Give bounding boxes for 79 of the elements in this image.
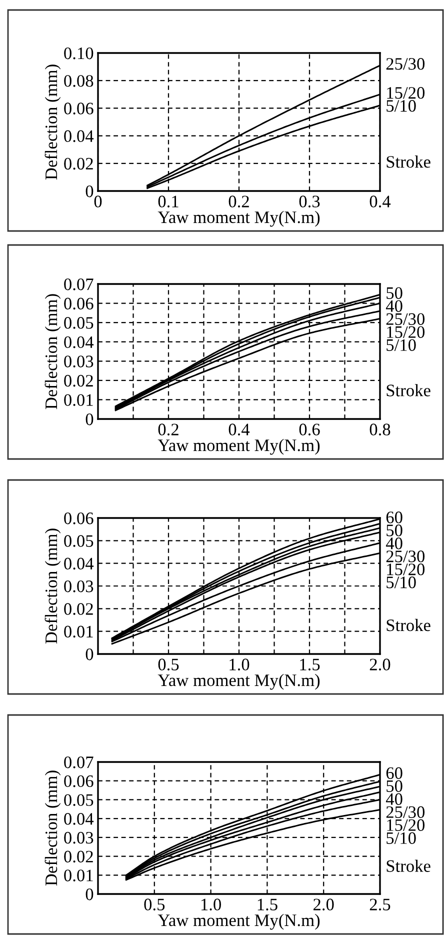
series-label: 40 <box>386 793 402 805</box>
y-tick-label: 0.04 <box>64 558 94 570</box>
y-tick-label: 0.03 <box>64 832 94 844</box>
series-label: 15/20 <box>387 326 425 338</box>
y-axis-title: Deflection (mm) <box>44 528 61 644</box>
x-tick-label: 1.0 <box>201 898 221 910</box>
y-tick-label: 0 <box>86 185 94 198</box>
x-tick-label: 2.0 <box>314 898 334 910</box>
series-label: 5/10 <box>386 576 416 588</box>
y-tick-label: 0.02 <box>64 603 93 615</box>
x-tick-label: 0.4 <box>370 196 391 208</box>
series-label: 50 <box>386 780 402 792</box>
text: Stroke <box>386 618 430 632</box>
y-tick-label: 0.06 <box>64 775 94 788</box>
series-label: 15/20 <box>387 564 425 576</box>
series-label: 60 <box>386 512 402 524</box>
y-tick-label: 0.06 <box>64 298 94 310</box>
series-label: 25/30 <box>386 58 425 70</box>
x-tick-label: 0.2 <box>158 424 178 436</box>
y-tick-label: 0.10 <box>64 47 94 60</box>
series-label: 50 <box>386 287 402 299</box>
x-tick-label: 0.1 <box>158 196 178 208</box>
y-tick-label: 0.02 <box>64 374 93 387</box>
series-label: 40 <box>386 300 402 312</box>
y-tick-label: 0.01 <box>64 394 93 406</box>
y-tick-label: 0.05 <box>64 317 94 329</box>
x-tick-label: 0.5 <box>144 898 165 910</box>
x-tick-label: 1.0 <box>230 658 250 670</box>
x-axis-title: Yaw moment My(N.m) <box>158 438 320 455</box>
series-label: 5/10 <box>386 832 416 844</box>
x-axis-title: Yaw moment My(N.m) <box>158 914 320 930</box>
x-tick-label: 0.4 <box>228 424 250 436</box>
y-tick-label: 0.07 <box>64 756 94 768</box>
y-tick-label: 0.08 <box>64 75 94 87</box>
x-tick-label: 1.5 <box>258 898 278 910</box>
series-label: 25/30 <box>386 806 425 818</box>
series-label: 25/30 <box>386 313 425 325</box>
x-tick-label: 0.8 <box>370 424 390 436</box>
y-tick-label: 0.06 <box>64 102 94 114</box>
y-tick-label: 0.05 <box>64 535 94 547</box>
series-label: 40 <box>386 538 402 550</box>
y-tick-label: 0.05 <box>64 794 94 806</box>
x-axis-title: Yaw moment My(N.m) <box>158 210 320 227</box>
y-tick-label: 0.02 <box>64 850 93 863</box>
x-tick-label: 0.2 <box>228 196 249 208</box>
text: Stroke <box>386 860 430 872</box>
y-tick-label: 0.04 <box>64 336 94 348</box>
y-tick-label: 0.01 <box>64 870 93 882</box>
y-tick-label: 0.02 <box>64 158 93 170</box>
x-tick-label: 0.5 <box>158 658 179 670</box>
x-tick-label: 0.3 <box>299 196 320 208</box>
x-tick-label: 0.6 <box>299 424 320 436</box>
y-tick-label: 0.04 <box>64 813 94 825</box>
y-tick-label: 0 <box>86 413 94 426</box>
x-tick-label: 2.5 <box>370 898 390 910</box>
y-axis-title: Deflection (mm) <box>44 294 61 410</box>
x-tick-label: 1.5 <box>300 658 320 670</box>
y-tick-label: 0 <box>86 888 94 900</box>
x-tick-label: 0 <box>94 196 102 208</box>
text: Stroke <box>386 156 430 168</box>
series-label: 15/20 <box>387 87 425 99</box>
y-tick-label: 0.06 <box>64 512 94 524</box>
x-tick-label: 2.0 <box>370 658 390 670</box>
y-axis-title: Deflection (mm) <box>44 64 61 180</box>
x-axis-title: Yaw moment My(N.m) <box>158 674 320 690</box>
series-label: 50 <box>386 524 402 536</box>
y-tick-label: 0 <box>86 648 94 660</box>
y-tick-label: 0.03 <box>64 580 94 592</box>
text: Stroke <box>386 384 430 396</box>
series-label: 15/20 <box>387 819 425 831</box>
series-label: 5/10 <box>386 339 416 351</box>
y-axis-title: Deflection (mm) <box>44 770 61 886</box>
series-label: 5/10 <box>386 100 416 112</box>
series-label: 25/30 <box>386 550 425 562</box>
y-tick-label: 0.07 <box>64 278 94 290</box>
y-tick-label: 0.01 <box>64 626 93 638</box>
series-label: 60 <box>386 767 402 779</box>
y-tick-label: 0.04 <box>64 130 94 142</box>
y-tick-label: 0.03 <box>64 356 94 368</box>
